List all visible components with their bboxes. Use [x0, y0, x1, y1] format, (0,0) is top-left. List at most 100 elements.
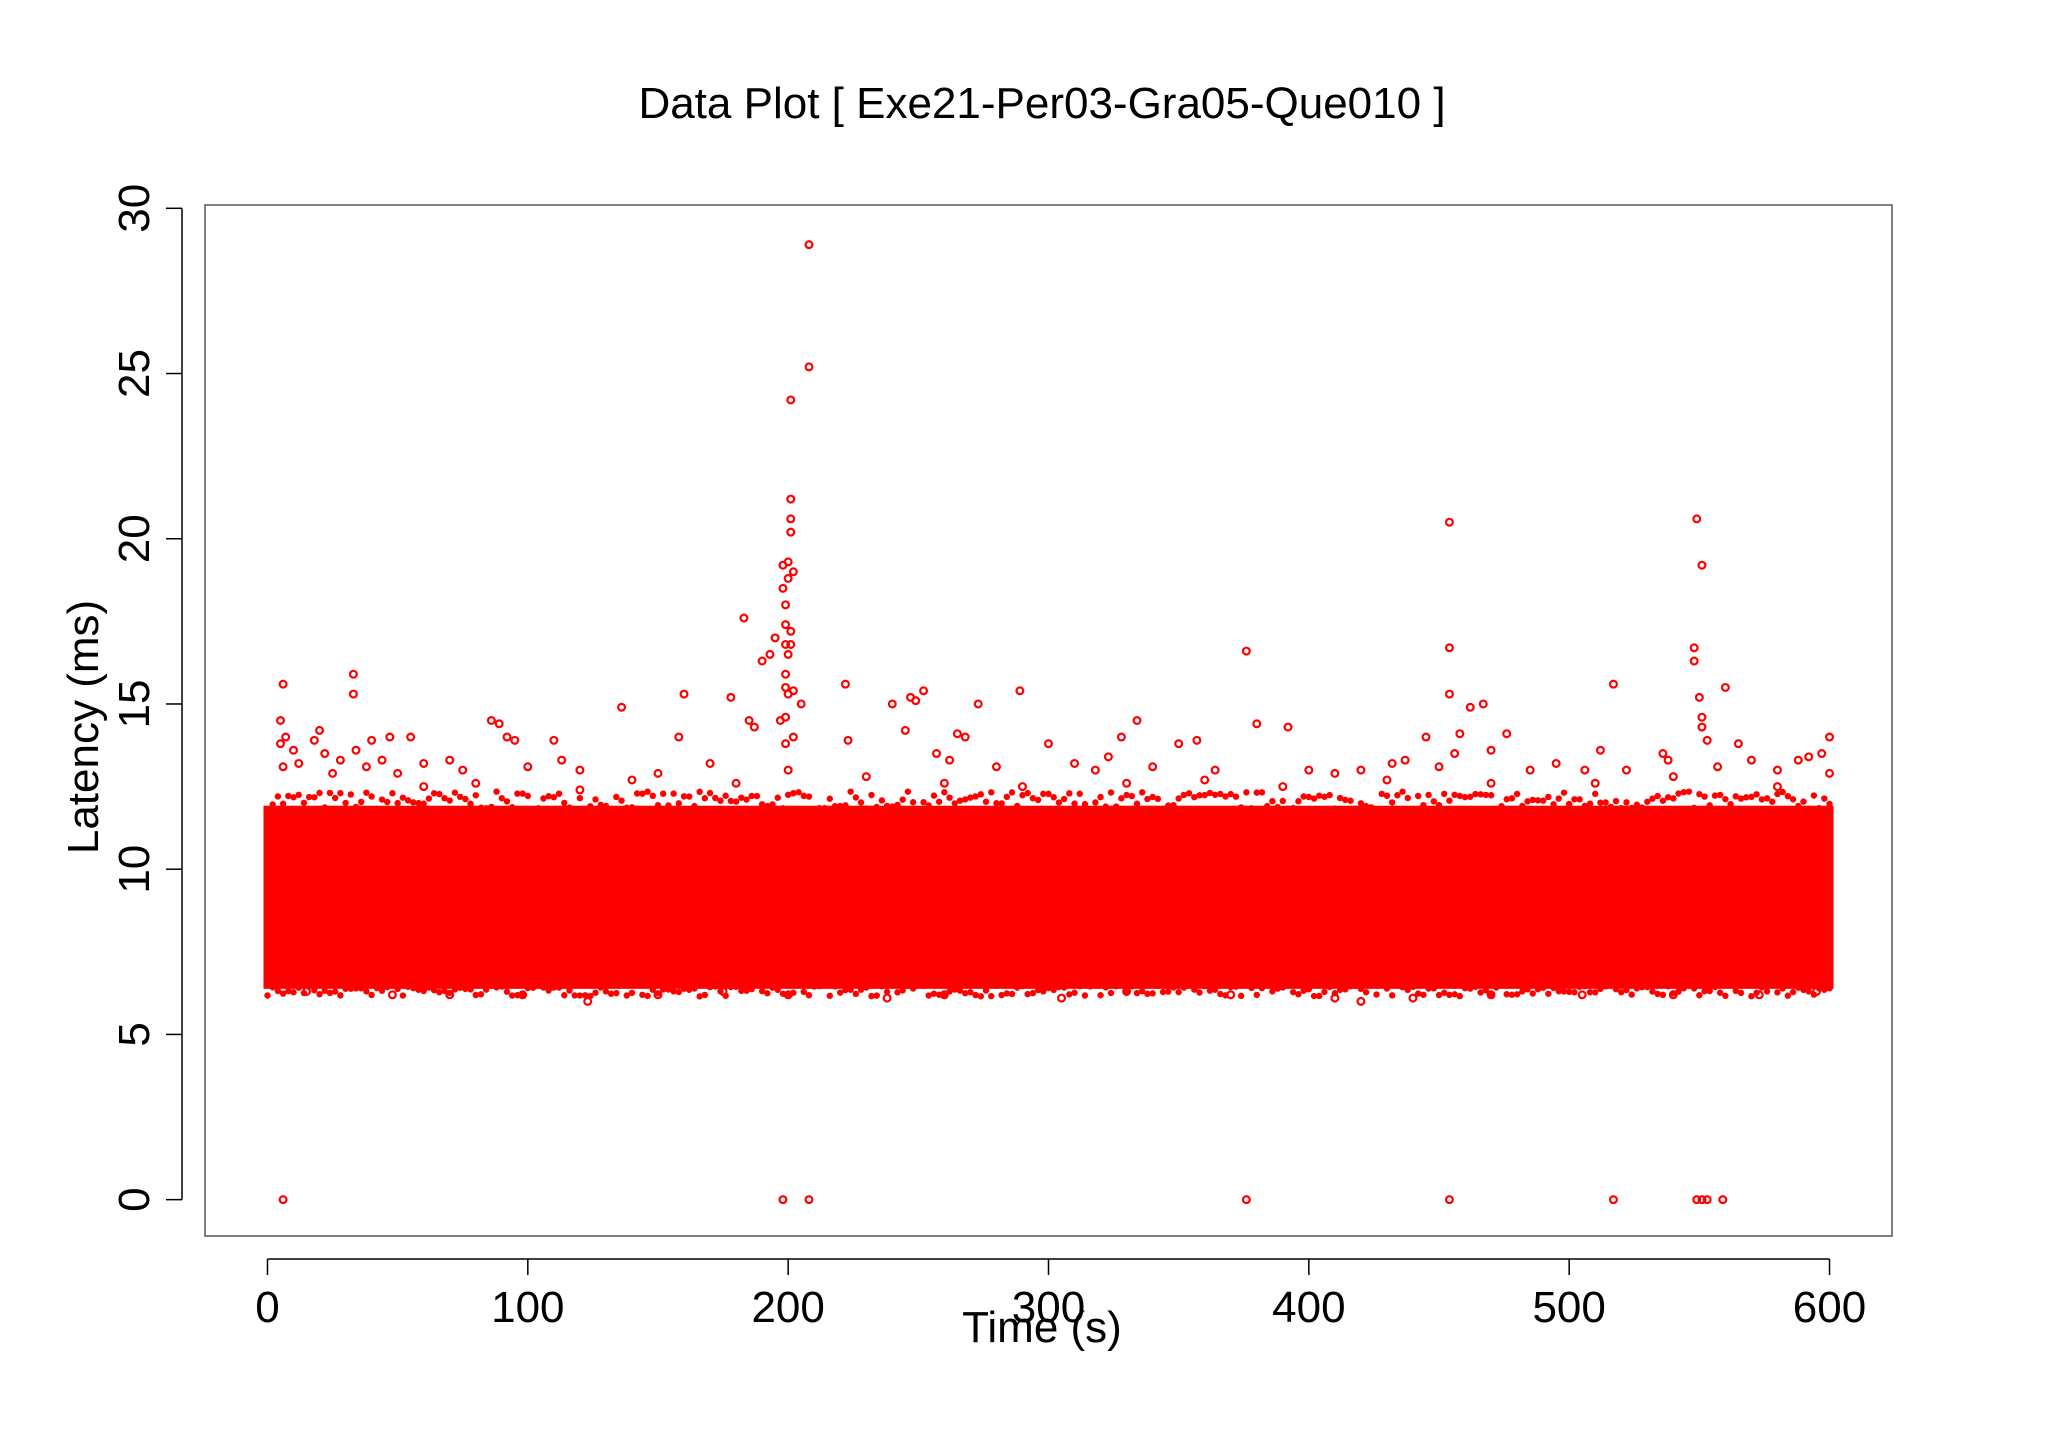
- band-edge-point: [883, 988, 891, 996]
- data-point: [1174, 739, 1184, 749]
- band-edge-point: [1592, 989, 1599, 996]
- band-edge-point: [790, 789, 797, 797]
- band-edge-point: [1243, 789, 1250, 796]
- data-point: [275, 715, 285, 725]
- band-edge-point: [1029, 989, 1037, 997]
- band-edge-point: [1217, 790, 1224, 798]
- band-edge-point: [399, 992, 407, 999]
- band-edge-point: [1414, 792, 1422, 800]
- data-point: [786, 514, 796, 524]
- band-edge-point: [951, 986, 958, 993]
- band-edge-point: [1310, 992, 1318, 1000]
- band-edge-point: [847, 788, 854, 795]
- band-edge-point: [899, 987, 906, 994]
- band-edge-point: [1524, 798, 1531, 805]
- data-point: [348, 689, 358, 699]
- band-edge-point: [920, 982, 927, 990]
- band-edge-point: [1154, 982, 1162, 990]
- band-edge-point: [607, 805, 615, 812]
- band-edge-point: [1821, 795, 1828, 802]
- band-edge-point: [1493, 805, 1500, 813]
- band-edge-point: [1321, 988, 1328, 996]
- band-edge-point: [1675, 790, 1682, 797]
- band-edge-point: [1644, 798, 1651, 805]
- band-edge-point: [316, 990, 323, 998]
- band-edge-point: [1045, 790, 1052, 798]
- data-point: [939, 778, 949, 788]
- band-edge-point: [1123, 988, 1130, 995]
- band-edge-point: [1227, 790, 1234, 798]
- band-edge-point: [826, 992, 834, 999]
- data-point: [1444, 517, 1454, 527]
- band-edge-point: [1451, 791, 1458, 799]
- band-edge-point: [1633, 985, 1641, 992]
- data-point: [1608, 679, 1618, 689]
- band-edge-point: [774, 986, 781, 994]
- band-edge-point: [1581, 983, 1588, 990]
- data-point: [919, 686, 929, 696]
- band-edge-point: [290, 989, 297, 996]
- band-edge-point: [1696, 790, 1703, 798]
- band-edge-point: [1258, 789, 1266, 796]
- band-edge-point: [311, 987, 318, 994]
- data-point: [1608, 1195, 1618, 1205]
- data-point: [718, 986, 728, 996]
- band-edge-point: [1493, 984, 1500, 991]
- band-edge-point: [1034, 986, 1042, 994]
- band-edge-point: [644, 788, 651, 795]
- band-edge-point: [665, 986, 672, 993]
- band-edge-point: [743, 987, 750, 994]
- data-point: [1689, 656, 1699, 666]
- band-edge-point: [1399, 984, 1406, 991]
- band-edge-point: [1357, 800, 1365, 807]
- band-edge-point: [1040, 988, 1047, 995]
- band-edge-point: [1602, 983, 1609, 990]
- band-edge-point: [404, 797, 412, 804]
- band-edge-point: [493, 788, 500, 795]
- band-edge-point: [1201, 791, 1208, 799]
- data-point: [1017, 782, 1027, 792]
- data-point: [406, 732, 416, 742]
- band-edge-point: [264, 806, 271, 813]
- band-edge-point: [1274, 803, 1281, 811]
- band-edge-point: [1690, 985, 1698, 992]
- band-edge-point: [1789, 988, 1797, 996]
- data-point: [1070, 758, 1080, 768]
- band-edge-point: [1404, 986, 1411, 994]
- band-edge-point: [982, 798, 990, 805]
- band-edge-point: [519, 790, 526, 797]
- data-point: [1720, 682, 1730, 692]
- band-edge-point: [654, 802, 662, 809]
- band-edge-point: [1732, 987, 1739, 995]
- band-edge-point: [1644, 983, 1651, 991]
- data-point: [575, 785, 585, 795]
- data-point: [749, 722, 759, 732]
- band-edge-point: [706, 789, 714, 797]
- band-edge-point: [1503, 991, 1510, 998]
- band-edge-point: [1628, 804, 1635, 812]
- band-edge-point: [857, 986, 865, 993]
- data-point: [275, 739, 285, 749]
- band-edge-point: [1368, 982, 1375, 989]
- data-point: [765, 649, 775, 659]
- data-point: [1444, 689, 1454, 699]
- band-edge-point: [285, 987, 292, 995]
- data-point: [1434, 762, 1444, 772]
- band-edge-point: [857, 799, 865, 806]
- band-edge-point: [274, 793, 282, 800]
- band-edge-point: [1003, 793, 1011, 801]
- band-edge-point: [1597, 799, 1604, 806]
- band-edge-point: [384, 983, 391, 991]
- band-edge-point: [889, 803, 896, 810]
- band-edge-point: [555, 984, 563, 991]
- band-edge-point: [1482, 987, 1490, 994]
- data-point: [1754, 990, 1764, 1000]
- band-edge-point: [290, 794, 297, 801]
- band-edge-point: [1165, 802, 1172, 809]
- data-point: [882, 993, 892, 1003]
- band-edge-point: [1602, 799, 1609, 806]
- band-edge-point: [1451, 991, 1458, 998]
- band-edge-point: [524, 984, 532, 992]
- band-edge-point: [1092, 981, 1099, 989]
- band-edge-point: [1586, 800, 1594, 807]
